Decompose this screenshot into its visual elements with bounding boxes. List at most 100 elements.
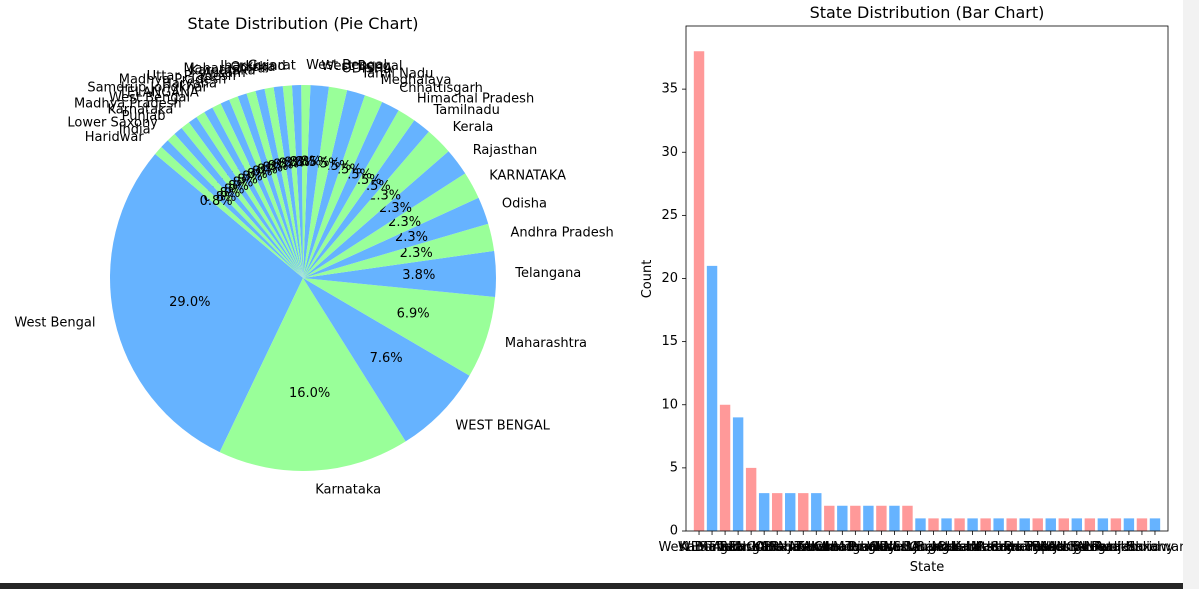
bar — [928, 518, 939, 532]
bar-x-tick-label: Chhattisgarh — [814, 540, 898, 555]
pie-category-label: KARNATAKA — [489, 169, 566, 184]
pie-slice — [246, 90, 303, 279]
bar — [758, 493, 770, 532]
pie-slice — [303, 90, 365, 278]
bottom-window-border — [0, 583, 1183, 589]
pie-slice — [303, 173, 479, 278]
bar-x-tick-label: Himachal Pradesh — [784, 540, 901, 555]
pie-slice — [161, 140, 303, 278]
bar-x-tick-label: Kerala — [796, 540, 837, 555]
bar — [863, 505, 874, 531]
bar-x-tick-label: Madhya Pradesh — [971, 540, 1079, 555]
bar — [915, 518, 926, 532]
bar-x-tick-label: Karnataka — [1070, 540, 1136, 555]
pie-slice — [167, 134, 303, 278]
pie-slice — [303, 101, 399, 279]
pie-category-label: Punjab — [122, 109, 166, 124]
bar-x-tick-label: Uttar Pradesh — [967, 540, 1056, 555]
pie-category-label: Uttar Pradesh — [147, 69, 236, 84]
pie-slice — [303, 95, 383, 278]
pie-chart: West Bengal 29.0% Karnataka 16.0% WEST BENGA… — [14, 58, 613, 497]
bar-x-tick-label: Odisha — [755, 540, 800, 555]
bar — [876, 505, 887, 531]
pie-slice — [264, 87, 303, 278]
pie-category-label: Tamilnadu — [433, 103, 500, 118]
pie-slice — [282, 85, 303, 278]
pie-category-label: Madhya Pradesh — [119, 73, 227, 88]
bar-x-axis-label: State — [910, 560, 944, 575]
pie-category-label: Gujarat — [248, 58, 296, 73]
pie-category-label: Odisha — [231, 60, 276, 75]
pie-slice — [174, 128, 303, 278]
pie-category-label: Lower Saxony — [67, 116, 158, 131]
bar — [798, 493, 809, 532]
pie-slice — [303, 278, 496, 376]
bar-x-tick-label: Karnataka — [679, 540, 745, 555]
pie-percent-label: 0.8% — [200, 194, 233, 209]
pie-slice — [303, 120, 429, 279]
pie-category-label: West Bengal — [306, 58, 387, 73]
pie-category-label: Kerala — [453, 120, 494, 135]
bar-x-tick-label: Gujarat — [909, 540, 957, 555]
bar-x-tick-label: India — [1126, 540, 1158, 555]
bar-x-tick-label: Odisha — [937, 540, 982, 555]
bar-y-tick-label: 15 — [661, 334, 678, 349]
pie-slice — [303, 85, 329, 278]
pie-category-label: Karnataka — [315, 483, 381, 498]
bar-x-tick-label: Lower Saxony — [1084, 540, 1175, 555]
bar — [980, 518, 991, 532]
pie-slice — [303, 197, 489, 278]
pie-category-label: West Bengal — [14, 315, 95, 330]
pie-percent-label: 2.3% — [379, 201, 412, 216]
bar — [1006, 518, 1017, 532]
bar-y-tick-label: 5 — [670, 460, 678, 475]
pie-category-label: WEST BENGAL — [455, 418, 550, 433]
pie-category-label: Haryana — [162, 76, 217, 91]
bar — [1071, 518, 1083, 532]
pie-category-label: West Bengal — [321, 59, 402, 74]
bar-x-tick-label: Punjab — [1094, 540, 1138, 555]
pie-slice — [303, 151, 466, 278]
pie-category-label: Tamil Nadu — [360, 66, 433, 81]
pie-slice — [212, 103, 303, 279]
pie-category-label: Andhra Pradesh — [511, 226, 614, 241]
bar — [1058, 518, 1069, 532]
bar — [824, 505, 835, 531]
bar — [1110, 518, 1122, 532]
bar — [837, 505, 848, 531]
pie-slice — [204, 107, 303, 279]
bar-x-tick-label: Madhya Pradesh — [1036, 540, 1144, 555]
pie-category-label: India — [119, 123, 151, 138]
bar — [693, 51, 705, 531]
pie-category-label: Maharashtra — [183, 62, 265, 77]
pie-percent-label: 3.8% — [402, 268, 435, 283]
bar-x-tick-label: ODISHA — [869, 540, 920, 555]
bar-y-tick-label: 10 — [661, 397, 678, 412]
pie-category-label: Meghalaya — [381, 73, 452, 88]
pie-slice — [188, 117, 303, 278]
bar — [1097, 518, 1109, 532]
bar — [1045, 518, 1056, 532]
bar — [941, 518, 952, 532]
bar-y-tick-label: 20 — [661, 271, 678, 286]
pie-slice — [273, 86, 303, 278]
bar-chart-title: State Distribution (Bar Chart) — [810, 3, 1045, 22]
bar — [993, 518, 1004, 532]
right-window-margin — [1183, 0, 1199, 589]
bar-x-tick-label: West Bengal — [658, 540, 739, 555]
bar-x-tick-label: Jharkhand — [913, 540, 980, 555]
pie-slice — [220, 99, 303, 278]
bar — [719, 404, 731, 531]
bar — [1019, 518, 1030, 532]
pie-category-label: TELANGANA — [118, 86, 199, 101]
pie-slice — [303, 250, 496, 297]
bar — [706, 265, 718, 532]
pie-category-label: Odisha — [502, 196, 547, 211]
pie-chart-title: State Distribution (Pie Chart) — [188, 14, 419, 33]
bar-x-tick-label: KARNATAKA — [752, 540, 829, 555]
pie-category-label: Madhya Pradesh — [74, 96, 182, 111]
bar — [954, 518, 965, 532]
pie-slice — [291, 85, 303, 278]
pie-slice — [303, 223, 495, 278]
